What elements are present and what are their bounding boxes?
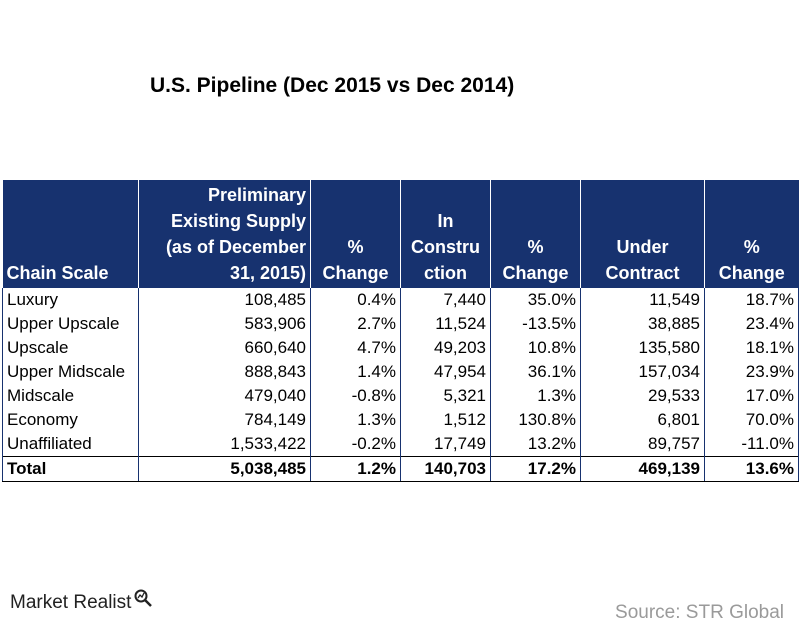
table-cell: 17.0% bbox=[704, 384, 799, 408]
column-header: % Change bbox=[310, 180, 401, 288]
table-cell: 89,757 bbox=[580, 432, 705, 457]
table-cell: 130.8% bbox=[490, 408, 581, 432]
table-cell: 49,203 bbox=[400, 336, 491, 360]
column-header-line: % bbox=[743, 237, 760, 257]
column-header-line: 31, 2015) bbox=[229, 263, 306, 283]
column-header-line: % bbox=[527, 237, 544, 257]
table-cell: 38,885 bbox=[580, 312, 705, 336]
table-row: Economy 784,149 1.3% 1,512 130.8% 6,801 70.0% bbox=[2, 408, 799, 432]
table-cell: 4.7% bbox=[310, 336, 401, 360]
column-header: Chain Scale bbox=[2, 180, 139, 288]
table-cell: 35.0% bbox=[490, 288, 581, 312]
column-header: Under Contract bbox=[580, 180, 705, 288]
column-header-line: Change bbox=[502, 263, 569, 283]
table-row: Midscale 479,040 -0.8% 5,321 1.3% 29,533 17.0% bbox=[2, 384, 799, 408]
row-label: Midscale bbox=[2, 384, 139, 408]
table-cell: 1.2% bbox=[310, 456, 401, 482]
table-cell: 47,954 bbox=[400, 360, 491, 384]
table-cell: 2.7% bbox=[310, 312, 401, 336]
table-title: U.S. Pipeline (Dec 2015 vs Dec 2014) bbox=[150, 74, 515, 97]
table-cell: 18.7% bbox=[704, 288, 799, 312]
table-cell: 5,321 bbox=[400, 384, 491, 408]
column-header-line: % bbox=[347, 237, 364, 257]
table-cell: 70.0% bbox=[704, 408, 799, 432]
table-cell: 10.8% bbox=[490, 336, 581, 360]
column-header-line: Preliminary bbox=[207, 185, 306, 205]
table-cell: 660,640 bbox=[138, 336, 311, 360]
table-cell: 18.1% bbox=[704, 336, 799, 360]
table-cell: 135,580 bbox=[580, 336, 705, 360]
table-row: Luxury 108,485 0.4% 7,440 35.0% 11,549 18.7% bbox=[2, 288, 799, 312]
table-cell: 0.4% bbox=[310, 288, 401, 312]
table-cell: 23.9% bbox=[704, 360, 799, 384]
brand-logo: Market Realist bbox=[10, 589, 153, 614]
column-header-line: Contract bbox=[605, 263, 680, 283]
table-cell: 17.2% bbox=[490, 456, 581, 482]
column-header-line: Under bbox=[616, 237, 669, 257]
table-cell: 469,139 bbox=[580, 456, 705, 482]
table-cell: 13.6% bbox=[704, 456, 799, 482]
table-cell: -0.8% bbox=[310, 384, 401, 408]
table-cell: 6,801 bbox=[580, 408, 705, 432]
table-cell: 11,524 bbox=[400, 312, 491, 336]
table-cell: 784,149 bbox=[138, 408, 311, 432]
table-row: Upper Upscale 583,906 2.7% 11,524 -13.5% 38,8… bbox=[2, 312, 799, 336]
source-note: Source: STR Global bbox=[615, 602, 784, 623]
table-cell: 5,038,485 bbox=[138, 456, 311, 482]
row-label: Upscale bbox=[2, 336, 139, 360]
column-header-line: Constru bbox=[411, 237, 480, 257]
table-cell: 1.4% bbox=[310, 360, 401, 384]
column-header-line: Change bbox=[322, 263, 389, 283]
column-header: In Constru ction bbox=[400, 180, 491, 288]
table-cell: 1,533,422 bbox=[138, 432, 311, 457]
row-label: Total bbox=[2, 456, 139, 482]
column-header-line: ction bbox=[424, 263, 467, 283]
table-row: Upper Midscale 888,843 1.4% 47,954 36.1% 157,… bbox=[2, 360, 799, 384]
column-header-line: In bbox=[437, 211, 454, 231]
column-header-line: (as of December bbox=[165, 237, 306, 257]
column-header: Preliminary Existing Supply (as of Decembe… bbox=[138, 180, 311, 288]
table-cell: 29,533 bbox=[580, 384, 705, 408]
row-label: Economy bbox=[2, 408, 139, 432]
table-cell: 1.3% bbox=[490, 384, 581, 408]
table-cell: 583,906 bbox=[138, 312, 311, 336]
table-row: Unaffiliated 1,533,422 -0.2% 17,749 13.2% 89,… bbox=[2, 432, 799, 457]
table-cell: 11,549 bbox=[580, 288, 705, 312]
pipeline-table: Chain Scale Preliminary Existing Supply (as… bbox=[2, 180, 799, 482]
table-header-row: Chain Scale Preliminary Existing Supply (as… bbox=[2, 180, 799, 288]
table-cell: 140,703 bbox=[400, 456, 491, 482]
total-row: Total 5,038,485 1.2% 140,703 17.2% 469,139 13.… bbox=[2, 456, 799, 482]
table-cell: 1,512 bbox=[400, 408, 491, 432]
table-cell: -11.0% bbox=[704, 432, 799, 457]
column-header-line: Chain Scale bbox=[6, 263, 109, 283]
table-row: Upscale 660,640 4.7% 49,203 10.8% 135,580 18.1… bbox=[2, 336, 799, 360]
table-cell: 479,040 bbox=[138, 384, 311, 408]
table-cell: 13.2% bbox=[490, 432, 581, 457]
row-label: Luxury bbox=[2, 288, 139, 312]
column-header: % Change bbox=[490, 180, 581, 288]
table-cell: -0.2% bbox=[310, 432, 401, 457]
logo-text: Market Realist bbox=[10, 592, 132, 613]
row-label: Upper Upscale bbox=[2, 312, 139, 336]
table-cell: 157,034 bbox=[580, 360, 705, 384]
table-cell: 23.4% bbox=[704, 312, 799, 336]
row-label: Upper Midscale bbox=[2, 360, 139, 384]
table-cell: -13.5% bbox=[490, 312, 581, 336]
table-cell: 1.3% bbox=[310, 408, 401, 432]
column-header-line: Existing Supply bbox=[170, 211, 306, 231]
table-cell: 17,749 bbox=[400, 432, 491, 457]
table-cell: 36.1% bbox=[490, 360, 581, 384]
table-cell: 7,440 bbox=[400, 288, 491, 312]
column-header: % Change bbox=[704, 180, 799, 288]
table-cell: 108,485 bbox=[138, 288, 311, 312]
column-header-line: Change bbox=[718, 263, 785, 283]
magnifier-icon bbox=[134, 589, 153, 607]
table-cell: 888,843 bbox=[138, 360, 311, 384]
row-label: Unaffiliated bbox=[2, 432, 139, 457]
